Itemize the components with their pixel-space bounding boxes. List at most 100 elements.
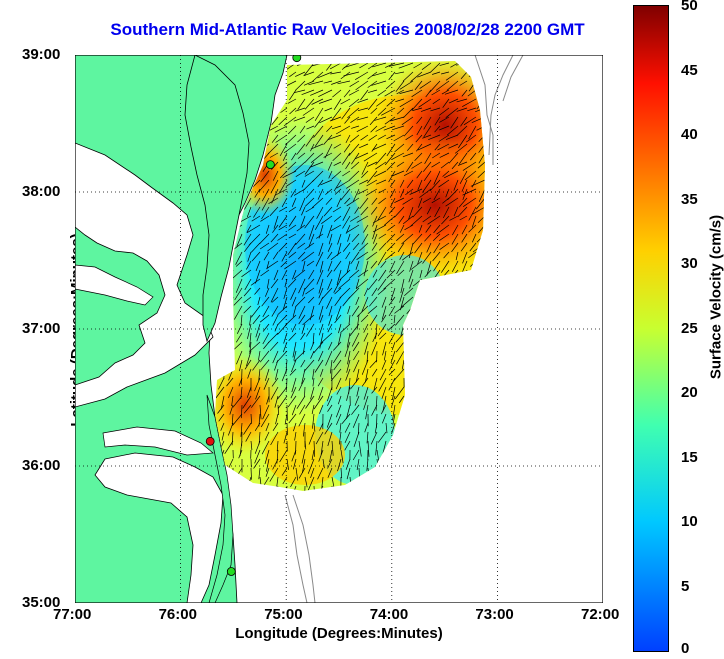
velocity-arrow <box>239 215 252 223</box>
velocity-arrow <box>317 71 333 79</box>
velocity-arrow <box>381 386 387 399</box>
velocity-arrow <box>285 134 297 146</box>
velocity-arrow <box>398 62 414 69</box>
velocity-arrow <box>378 377 387 392</box>
velocity-arrow <box>396 350 405 365</box>
velocity-arrow <box>360 314 369 322</box>
velocity-arrow <box>370 107 378 114</box>
velocity-arrow <box>246 224 252 233</box>
velocity-arrow <box>249 314 252 326</box>
velocity-arrow <box>344 197 351 205</box>
velocity-arrow <box>244 242 252 253</box>
velocity-arrow <box>457 206 468 217</box>
velocity-arrow <box>233 305 243 320</box>
velocity-arrow <box>463 197 477 207</box>
radar-station-marker[interactable] <box>226 567 236 576</box>
velocity-arrow <box>253 458 261 469</box>
velocity-arrow <box>363 152 378 162</box>
velocity-arrow <box>439 233 450 241</box>
velocity-arrow <box>333 341 342 351</box>
radar-station-marker[interactable] <box>292 55 302 63</box>
velocity-arrow <box>292 458 297 470</box>
velocity-arrow <box>287 161 297 170</box>
velocity-arrow <box>289 71 297 78</box>
velocity-arrow <box>429 179 441 192</box>
velocity-arrow <box>393 314 396 324</box>
velocity-arrow <box>247 251 252 262</box>
velocity-arrow <box>260 215 270 222</box>
velocity-arrow <box>343 143 351 153</box>
velocity-arrow <box>422 251 432 264</box>
velocity-arrow <box>275 368 279 380</box>
velocity-arrow <box>344 341 351 358</box>
velocity-arrow <box>295 233 306 246</box>
velocity-arrow <box>231 431 234 446</box>
velocity-arrow <box>331 170 342 180</box>
velocity-arrow <box>384 152 396 166</box>
velocity-arrow <box>439 242 450 250</box>
y-tick-label: 37:00 <box>22 320 61 337</box>
velocity-arrow <box>342 296 351 307</box>
velocity-arrow <box>392 413 396 425</box>
colorbar <box>633 5 669 652</box>
velocity-arrow <box>423 116 432 130</box>
velocity-arrow <box>394 386 405 400</box>
velocity-arrow <box>364 368 369 383</box>
velocity-arrow <box>442 197 450 204</box>
velocity-arrow <box>334 188 342 195</box>
velocity-arrow <box>318 98 333 104</box>
velocity-arrow <box>325 188 333 195</box>
velocity-arrow <box>448 143 459 149</box>
y-tick-label: 35:00 <box>22 594 61 611</box>
velocity-arrow <box>347 350 351 365</box>
velocity-arrow <box>384 251 396 261</box>
velocity-arrow <box>220 395 225 410</box>
pamlico-sound <box>94 452 224 603</box>
velocity-arrow <box>417 143 432 151</box>
velocity-arrow <box>432 152 441 159</box>
velocity-arrow <box>269 206 279 217</box>
radar-station-marker[interactable] <box>205 436 215 446</box>
velocity-arrow <box>304 242 315 250</box>
velocity-arrow <box>390 287 396 301</box>
velocity-arrow <box>295 170 306 177</box>
velocity-arrow <box>361 170 369 179</box>
velocity-arrow <box>328 170 333 179</box>
velocity-arrow <box>425 224 432 233</box>
velocity-arrow <box>244 278 252 291</box>
velocity-arrow <box>453 179 459 191</box>
velocity-arrow <box>369 296 378 307</box>
velocity-arrow <box>327 467 333 478</box>
velocity-arrow <box>408 206 414 220</box>
velocity-arrow <box>258 350 261 361</box>
velocity-arrow <box>376 179 387 185</box>
velocity-arrow <box>421 62 432 70</box>
velocity-arrow <box>423 125 432 138</box>
velocity-arrow <box>394 143 405 153</box>
map-plot[interactable] <box>75 55 603 603</box>
velocity-arrow <box>357 98 369 103</box>
velocity-arrow <box>293 269 306 280</box>
velocity-arrow <box>257 296 261 306</box>
velocity-arrow <box>270 278 279 289</box>
velocity-arrow <box>367 161 378 167</box>
velocity-arrow <box>306 323 315 337</box>
velocity-arrow <box>295 296 306 308</box>
velocity-arrow <box>241 368 243 385</box>
velocity-arrow <box>272 458 279 470</box>
velocity-arrow <box>316 233 324 239</box>
velocity-arrow <box>478 188 485 202</box>
velocity-arrow <box>361 359 369 375</box>
velocity-arrow <box>328 341 333 350</box>
velocity-arrow <box>305 287 315 295</box>
velocity-arrow <box>400 188 405 198</box>
velocity-arrow <box>308 80 324 86</box>
velocity-arrow <box>251 215 261 222</box>
velocity-arrow <box>271 134 279 143</box>
velocity-arrow <box>310 143 315 152</box>
radar-station-marker[interactable] <box>265 160 275 169</box>
velocity-arrow <box>415 134 423 143</box>
velocity-arrow <box>326 296 333 309</box>
velocity-arrow <box>346 260 351 273</box>
velocity-arrow <box>371 368 378 377</box>
